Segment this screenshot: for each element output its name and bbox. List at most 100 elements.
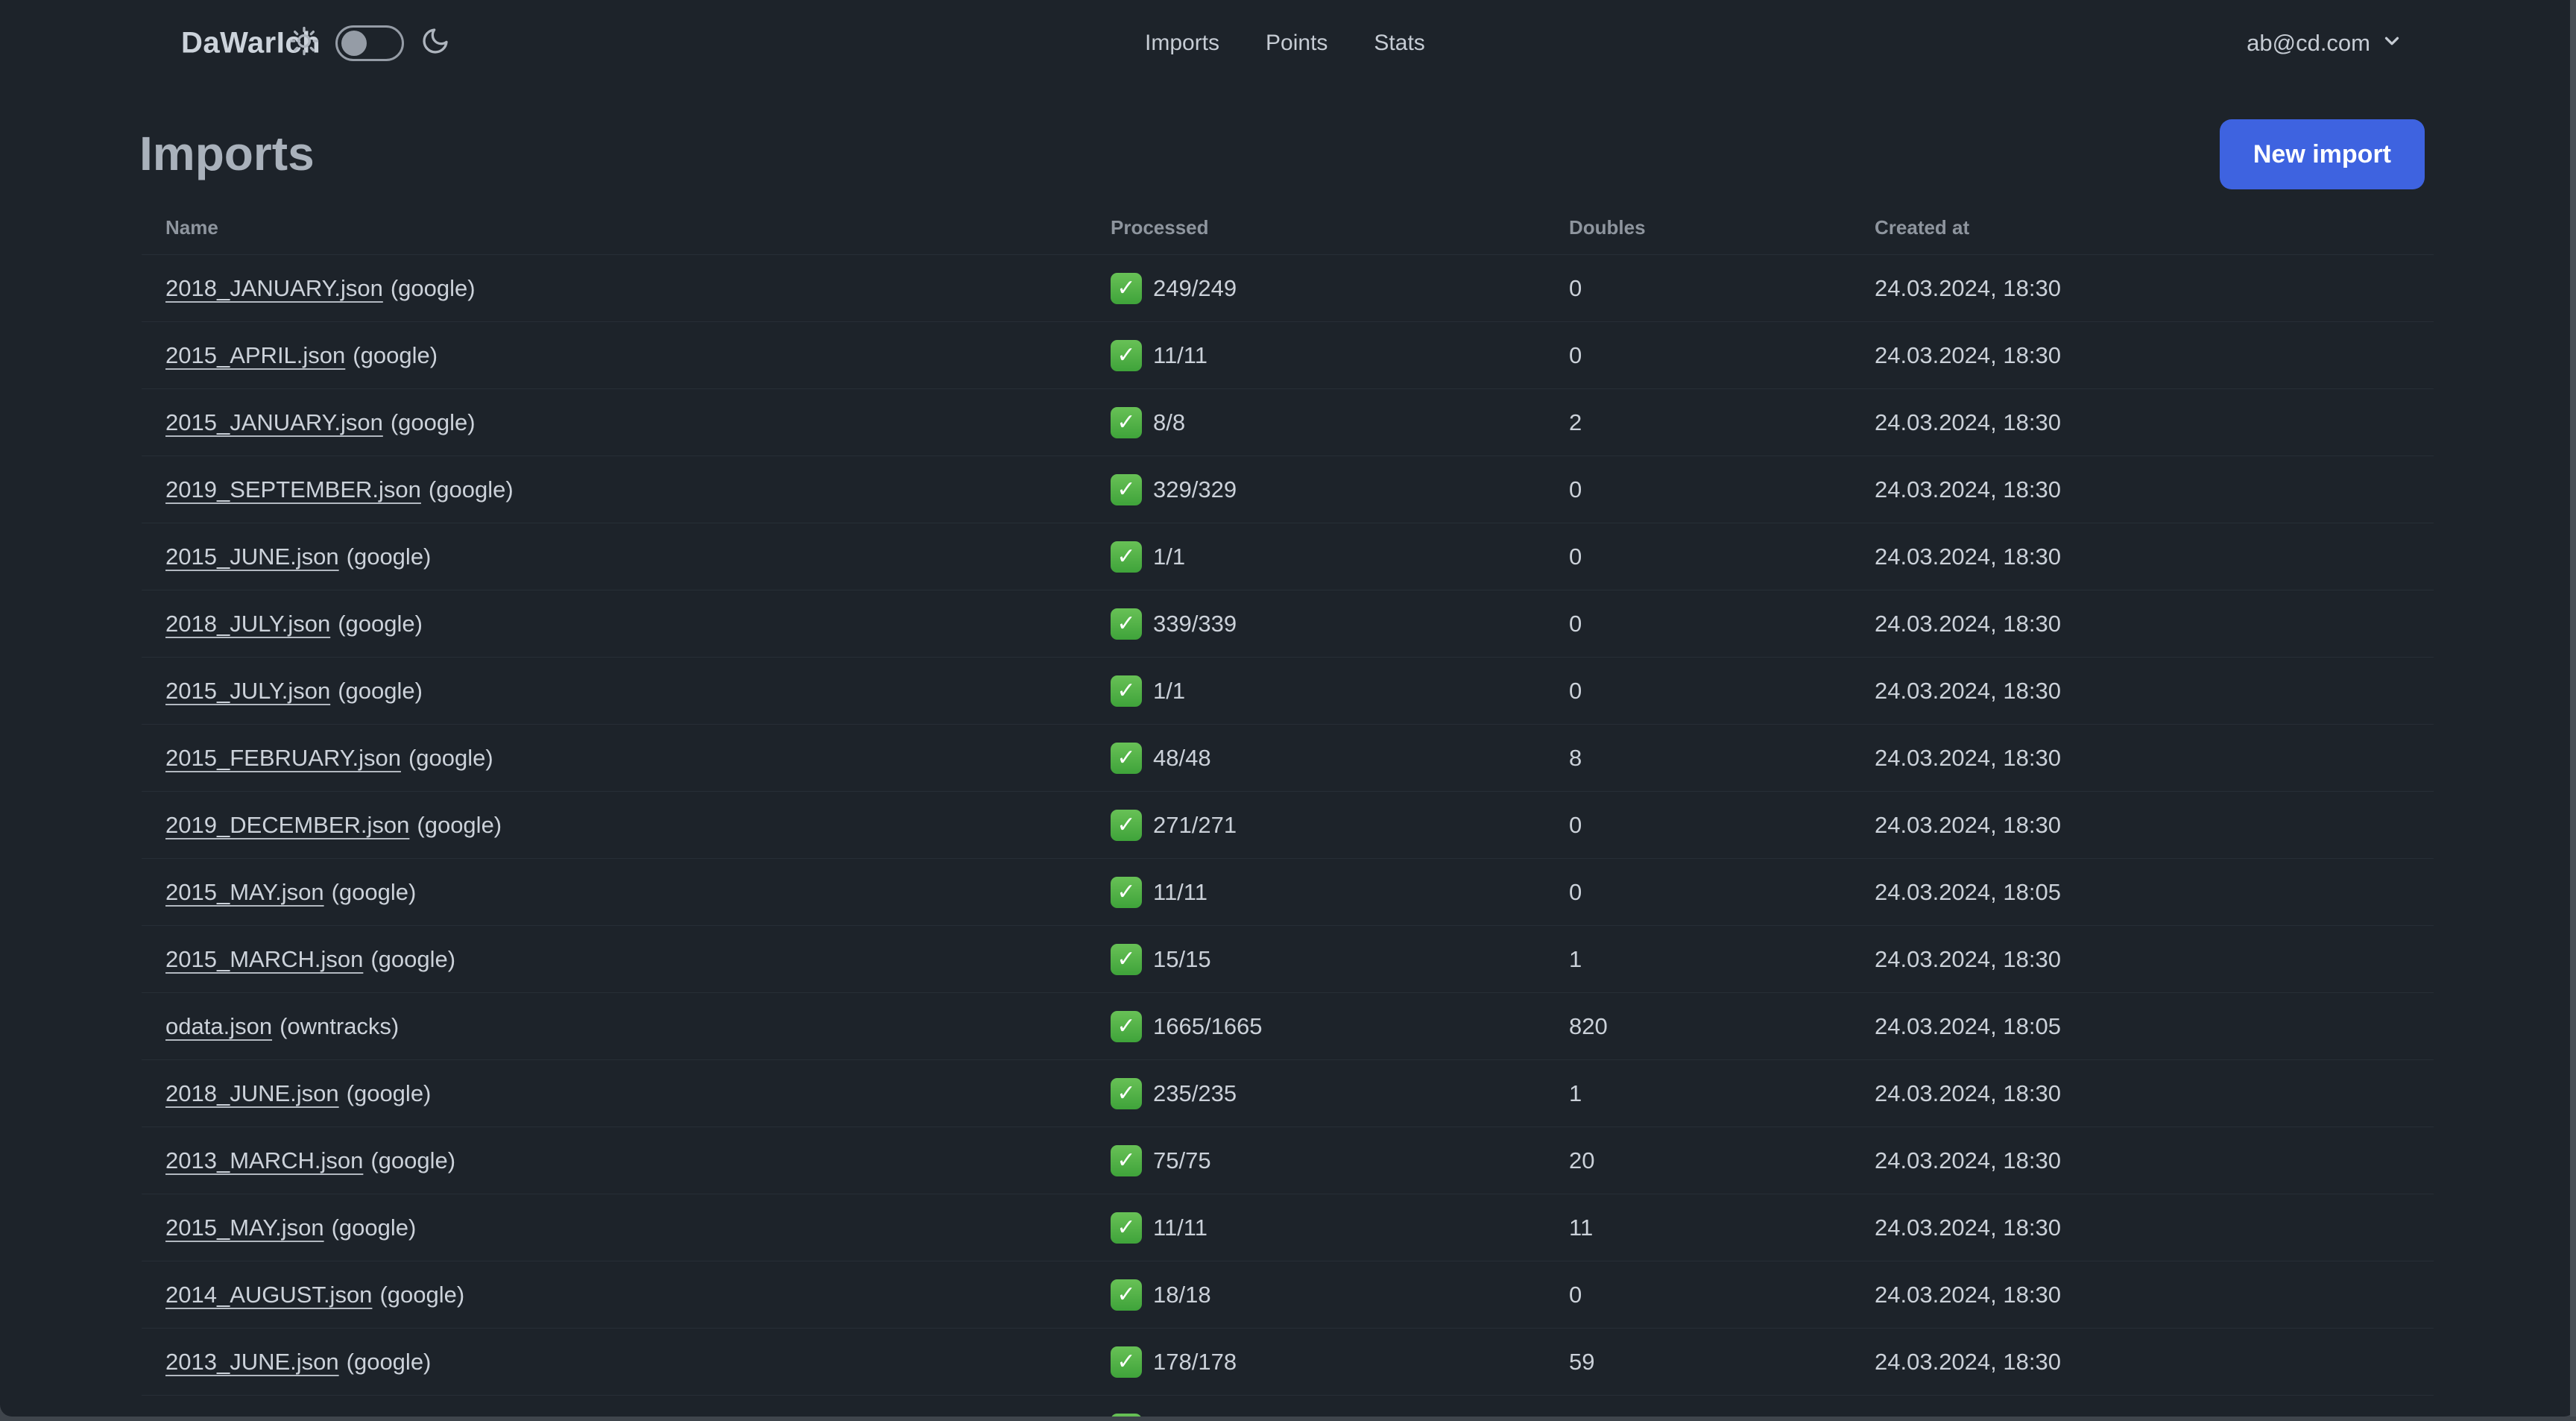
account-menu[interactable]: ab@cd.com: [2247, 0, 2403, 86]
import-source: (google): [346, 1348, 432, 1375]
processed-count: 11/11: [1153, 1214, 1208, 1241]
doubles-count: 0: [1569, 274, 1582, 301]
toggle-knob: [341, 30, 367, 56]
processed-count: 48/48: [1153, 744, 1211, 771]
import-name-link[interactable]: 2019_SEPTEMBER.json: [165, 476, 421, 502]
processed-cell: ✓ 48/48: [1111, 742, 1569, 774]
chevron-down-icon: [2381, 30, 2403, 56]
table-row: odata.json (owntracks) ✓ 1665/1665 820 24…: [142, 993, 2434, 1060]
check-icon: ✓: [1111, 608, 1142, 640]
created-at: 24.03.2024, 18:30: [1875, 744, 2061, 771]
processed-count: 271/271: [1153, 811, 1237, 838]
doubles-count: 0: [1569, 476, 1582, 502]
import-name-link[interactable]: 2015_MAY.json: [165, 1214, 324, 1241]
import-name-link[interactable]: 2015_JUNE.json: [165, 543, 339, 570]
nav-item-points[interactable]: Points: [1266, 30, 1328, 55]
import-name-link[interactable]: 2018_JANUARY.json: [165, 274, 383, 301]
import-name-link[interactable]: 2019_DECEMBER.json: [165, 811, 410, 838]
name-cell: 2018_JULY.json (google): [142, 611, 1111, 637]
processed-count: 339/339: [1153, 610, 1237, 637]
processed-count: 235/235: [1153, 1080, 1237, 1106]
theme-toggle[interactable]: [335, 25, 404, 61]
import-source: (google): [428, 476, 514, 502]
doubles-count: 1: [1569, 1080, 1582, 1106]
name-cell: 2015_FEBRUARY.json (google): [142, 745, 1111, 772]
doubles-count: 0: [1569, 610, 1582, 637]
name-cell: 2015_MAY.json (google): [142, 1214, 1111, 1241]
processed-cell: ✓ 11/11: [1111, 876, 1569, 908]
processed-count: 75/75: [1153, 1147, 1211, 1173]
processed-cell: ✓ 339/339: [1111, 608, 1569, 640]
nav-item-imports[interactable]: Imports: [1145, 30, 1220, 55]
processed-cell: ✓ 329/329: [1111, 473, 1569, 505]
created-at: 24.03.2024, 18:30: [1875, 610, 2061, 637]
table-row: 2019_SEPTEMBER.json (google) ✓ 329/329 0 …: [142, 456, 2434, 523]
processed-count: 1/1: [1153, 543, 1186, 570]
doubles-count: 0: [1569, 1281, 1582, 1308]
processed-count: 11/11: [1153, 878, 1208, 905]
check-icon: ✓: [1111, 272, 1142, 304]
processed-count: 249/249: [1153, 274, 1237, 301]
created-at: 24.03.2024, 18:30: [1875, 1348, 2061, 1375]
doubles-count: 2: [1569, 409, 1582, 435]
import-name-link[interactable]: 2015_FEBRUARY.json: [165, 744, 401, 771]
check-icon: ✓: [1111, 1077, 1142, 1109]
table-row: 2019_DECEMBER.json (google) ✓ 271/271 0 2…: [142, 792, 2434, 859]
name-cell: 2014_AUGUST.json (google): [142, 1282, 1111, 1308]
processed-cell: ✓: [1111, 1413, 1569, 1417]
new-import-button[interactable]: New import: [2219, 119, 2425, 189]
import-name-link[interactable]: 2018_JULY.json: [165, 610, 331, 637]
import-name-link[interactable]: 2014_AUGUST.json: [165, 1281, 373, 1308]
import-source: (google): [370, 1147, 456, 1173]
theme-switcher: [289, 25, 450, 61]
import-name-link[interactable]: 2018_JUNE.json: [165, 1080, 339, 1106]
processed-cell: ✓ 75/75: [1111, 1144, 1569, 1176]
import-name-link[interactable]: 2013_JUNE.json: [165, 1348, 339, 1375]
import-source: (google): [379, 1281, 465, 1308]
scrollbar[interactable]: [2570, 0, 2576, 1417]
processed-count: 11/11: [1153, 341, 1208, 368]
table-row: 2018_JANUARY.json (google) ✓ 249/249 0 24…: [142, 255, 2434, 322]
import-name-link[interactable]: 2015_MARCH.json: [165, 945, 364, 972]
table-row: 2015_MAY.json (google) ✓ 11/11 0 24.03.20…: [142, 859, 2434, 926]
navbar: DaWarIch Imports P: [0, 0, 2576, 86]
brand-logo[interactable]: DaWarIch: [181, 26, 321, 59]
import-source: (google): [353, 341, 438, 368]
import-name-link[interactable]: 2015_MAY.json: [165, 878, 324, 905]
check-icon: ✓: [1111, 1144, 1142, 1176]
import-name-link[interactable]: 2015_JANUARY.json: [165, 409, 383, 435]
check-icon: ✓: [1111, 943, 1142, 975]
import-source: (google): [408, 744, 493, 771]
processed-cell: ✓ 249/249: [1111, 272, 1569, 304]
import-name-link[interactable]: odata.json: [165, 1012, 273, 1039]
table-row: 2018_JUNE.json (google) ✓ 235/235 1 24.03…: [142, 1060, 2434, 1127]
processed-count: 178/178: [1153, 1348, 1237, 1375]
processed-cell: ✓ 235/235: [1111, 1077, 1569, 1109]
name-cell: odata.json (owntracks): [142, 1013, 1111, 1040]
table-row: 2015_APRIL.json (google) ✓ 11/11 0 24.03.…: [142, 322, 2434, 389]
created-at: 24.03.2024, 18:30: [1875, 811, 2061, 838]
processed-cell: ✓ 8/8: [1111, 406, 1569, 438]
page-header: Imports New import: [0, 86, 2576, 201]
table-row: 2015_JANUARY.json (google) ✓ 8/8 2 24.03.…: [142, 389, 2434, 456]
import-name-link[interactable]: 2015_JULY.json: [165, 677, 331, 704]
name-cell: 2013_MARCH.json (google): [142, 1147, 1111, 1174]
processed-cell: ✓ 15/15: [1111, 943, 1569, 975]
nav-item-stats[interactable]: Stats: [1374, 30, 1425, 55]
created-at: 24.03.2024, 18:30: [1875, 409, 2061, 435]
table-row: 2018_JULY.json (google) ✓ 339/339 0 24.03…: [142, 590, 2434, 658]
import-name-link[interactable]: 2015_APRIL.json: [165, 341, 346, 368]
processed-count: 329/329: [1153, 476, 1237, 502]
check-icon: ✓: [1111, 742, 1142, 774]
import-source: (google): [370, 945, 456, 972]
doubles-count: 820: [1569, 1012, 1608, 1039]
table-row: 2015_JULY.json (google) ✓ 1/1 0 24.03.202…: [142, 658, 2434, 725]
check-icon: ✓: [1111, 1279, 1142, 1311]
import-name-link[interactable]: 2013_MARCH.json: [165, 1147, 364, 1173]
col-header-processed: Processed: [1111, 216, 1209, 239]
table-row: 2015_MARCH.json (google) ✓ 15/15 1 24.03.…: [142, 926, 2434, 993]
page-title: Imports: [139, 127, 315, 180]
name-cell: 2018_JANUARY.json (google): [142, 275, 1111, 302]
col-header-doubles: Doubles: [1569, 216, 1646, 239]
doubles-count: 20: [1569, 1147, 1595, 1173]
